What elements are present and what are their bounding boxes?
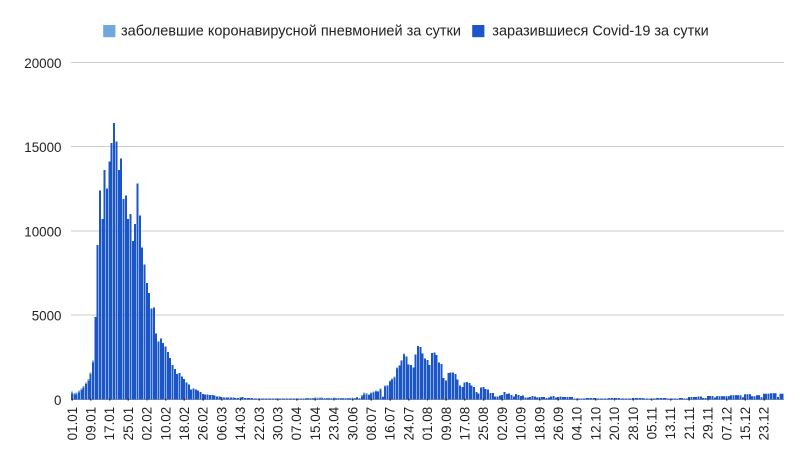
svg-text:04.10: 04.10 [570,407,585,441]
svg-text:10.02: 10.02 [158,407,173,441]
svg-text:15.12: 15.12 [738,407,753,441]
svg-text:01.01: 01.01 [65,407,80,441]
svg-text:заразившиеся Covid-19 за сутки: заразившиеся Covid-19 за сутки [492,23,708,39]
svg-text:15000: 15000 [24,140,61,155]
svg-text:02.09: 02.09 [495,407,510,441]
svg-text:24.07: 24.07 [401,407,416,441]
svg-text:26.09: 26.09 [551,407,566,441]
svg-text:09.01: 09.01 [83,407,98,441]
svg-text:17.08: 17.08 [457,407,472,441]
svg-text:01.08: 01.08 [420,407,435,441]
svg-text:15.04: 15.04 [308,406,323,440]
svg-text:18.02: 18.02 [177,407,192,441]
svg-text:07.04: 07.04 [289,406,304,440]
svg-text:17.01: 17.01 [102,407,117,441]
svg-text:14.03: 14.03 [233,407,248,441]
svg-text:20000: 20000 [24,56,61,71]
svg-text:07.12: 07.12 [719,407,734,441]
svg-text:02.02: 02.02 [140,407,155,441]
svg-text:13.11: 13.11 [663,407,678,440]
svg-text:23.04: 23.04 [327,406,342,440]
svg-text:09.08: 09.08 [439,407,454,441]
svg-text:28.10: 28.10 [626,407,641,441]
svg-text:16.07: 16.07 [383,407,398,441]
svg-text:08.07: 08.07 [364,407,379,441]
svg-text:18.09: 18.09 [532,407,547,441]
svg-text:заболевшие коронавирусной пнев: заболевшие коронавирусной пневмонией за … [121,23,461,39]
svg-text:21.11: 21.11 [682,407,697,440]
svg-text:20.10: 20.10 [607,407,622,441]
svg-text:05.11: 05.11 [644,407,659,440]
svg-text:10000: 10000 [24,224,61,239]
svg-text:25.08: 25.08 [476,407,491,441]
svg-text:10.09: 10.09 [514,407,529,441]
svg-text:30.03: 30.03 [270,407,285,441]
svg-text:22.03: 22.03 [252,407,267,441]
svg-text:23.12: 23.12 [757,407,772,441]
svg-text:12.10: 12.10 [588,407,603,441]
svg-text:0: 0 [54,393,61,408]
svg-text:26.02: 26.02 [196,407,211,441]
svg-text:5000: 5000 [32,309,62,324]
svg-text:29.11: 29.11 [701,407,716,440]
svg-text:25.01: 25.01 [121,407,136,441]
svg-text:06.03: 06.03 [214,407,229,441]
svg-text:30.06: 30.06 [345,407,360,441]
